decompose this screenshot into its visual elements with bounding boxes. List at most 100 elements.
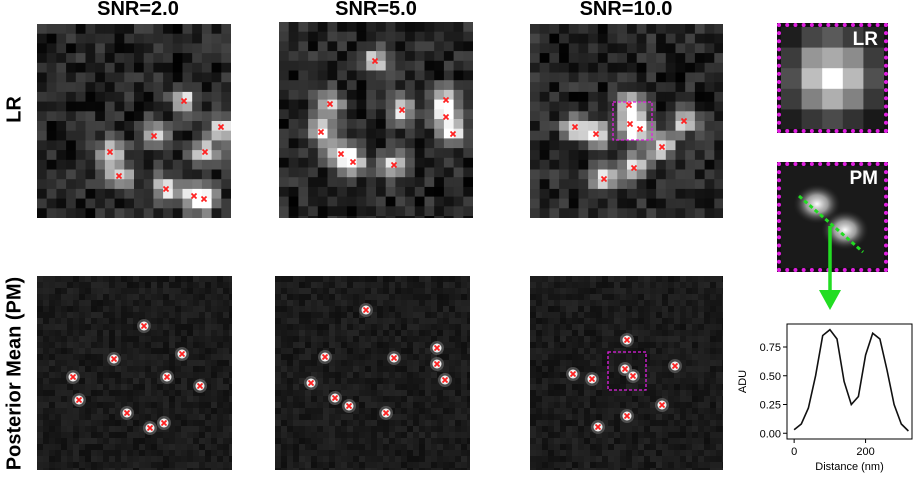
pm-pixel [710, 276, 716, 282]
pm-pixel [686, 306, 692, 312]
pm-pixel [151, 330, 157, 336]
lr-pixel [453, 206, 464, 217]
lr-pixel [298, 177, 309, 188]
pm-pixel [401, 372, 407, 378]
pm-pixel [704, 282, 710, 288]
lr-pixel [56, 91, 67, 103]
pm-pixel [644, 396, 650, 402]
lr-pixel [288, 119, 299, 130]
lr-pixel [46, 91, 57, 103]
lr-pixel [588, 33, 599, 44]
lr-pixel [568, 130, 579, 141]
pm-pixel [157, 462, 163, 468]
pm-pixel [151, 402, 157, 408]
pm-pixel [632, 360, 638, 366]
pm-pixel [163, 450, 169, 456]
pm-pixel [229, 384, 232, 390]
pm-pixel [175, 312, 181, 318]
lr-pixel [597, 121, 609, 132]
lr-pixel [714, 101, 723, 112]
lr-pixel [288, 177, 299, 188]
lr-pixel [376, 196, 387, 207]
lr-pixel [356, 196, 367, 207]
pm-pixel [413, 300, 419, 306]
lr-pixel [395, 177, 406, 188]
pm-pixel [175, 396, 181, 402]
pm-pixel [109, 462, 115, 468]
pm-pixel [73, 330, 79, 336]
lr-pixel [85, 111, 96, 122]
lr-pixel [56, 208, 67, 218]
pm-pixel [43, 306, 49, 312]
lr-pixel [366, 60, 377, 71]
pm-pixel [73, 294, 79, 300]
pm-pixel [49, 468, 55, 470]
pm-pixel [55, 420, 61, 426]
lr-pixel [627, 24, 638, 35]
pm-pixel [103, 444, 109, 450]
lr-pixel [356, 128, 367, 139]
lr-pixel [675, 188, 686, 200]
pm-pixel [638, 444, 644, 450]
pm-panel-snr-2 [37, 276, 232, 470]
pm-pixel [395, 426, 401, 432]
lr-pixel [646, 121, 657, 132]
pm-pixel [151, 312, 157, 318]
lr-pixel [424, 186, 435, 198]
pm-pixel [61, 468, 67, 470]
lr-pixel [85, 33, 96, 44]
lr-pixel [182, 140, 193, 151]
lr-pixel [463, 196, 473, 207]
pm-pixel [548, 402, 554, 408]
pm-pixel [329, 306, 335, 312]
lr-pixel [424, 70, 435, 81]
lr-pixel [221, 111, 231, 122]
lr-pixel [424, 22, 435, 33]
pm-pixel [614, 300, 620, 306]
lr-pixel [317, 186, 328, 198]
lr-pixel [443, 148, 455, 159]
pm-pixel [668, 450, 674, 456]
lr-pixel [327, 109, 338, 120]
pm-pixel [383, 384, 389, 390]
inset-lr-zoom: LR [777, 23, 888, 133]
pm-pixel [680, 378, 686, 384]
pm-pixel [329, 276, 335, 282]
pm-pixel [602, 312, 608, 318]
lr-pixel [95, 62, 106, 73]
pm-pixel [371, 360, 377, 366]
pm-pixel [305, 312, 311, 318]
pm-pixel [560, 312, 566, 318]
lr-pixel [163, 150, 174, 161]
pm-pixel [614, 414, 620, 420]
pm-pixel [425, 438, 431, 444]
pm-pixel [668, 336, 674, 342]
pm-pixel [578, 444, 584, 450]
lr-pixel [453, 22, 464, 33]
pm-pixel [115, 402, 121, 408]
pm-pixel [139, 306, 145, 312]
pm-pixel [530, 396, 536, 402]
pm-pixel [181, 318, 187, 324]
pm-pixel [425, 288, 431, 294]
pm-pixel [359, 366, 365, 372]
pm-pixel [716, 420, 722, 426]
pm-pixel [698, 360, 704, 366]
pm-pixel [560, 456, 566, 462]
lr-pixel [694, 198, 706, 209]
lr-pixel [37, 188, 48, 200]
lr-pixel [134, 159, 145, 170]
pm-pixel [401, 288, 407, 294]
pm-pixel [187, 276, 193, 282]
pm-pixel [109, 366, 115, 372]
lr-pixel [327, 157, 338, 168]
lr-pixel [694, 140, 706, 151]
lr-pixel [530, 62, 541, 73]
pm-pixel [686, 432, 692, 438]
pm-pixel [626, 420, 632, 426]
pm-pixel [127, 342, 133, 348]
pm-pixel [353, 390, 359, 396]
emitter-marker [163, 373, 171, 381]
pm-pixel [395, 276, 401, 282]
lr-pixel [405, 186, 416, 198]
